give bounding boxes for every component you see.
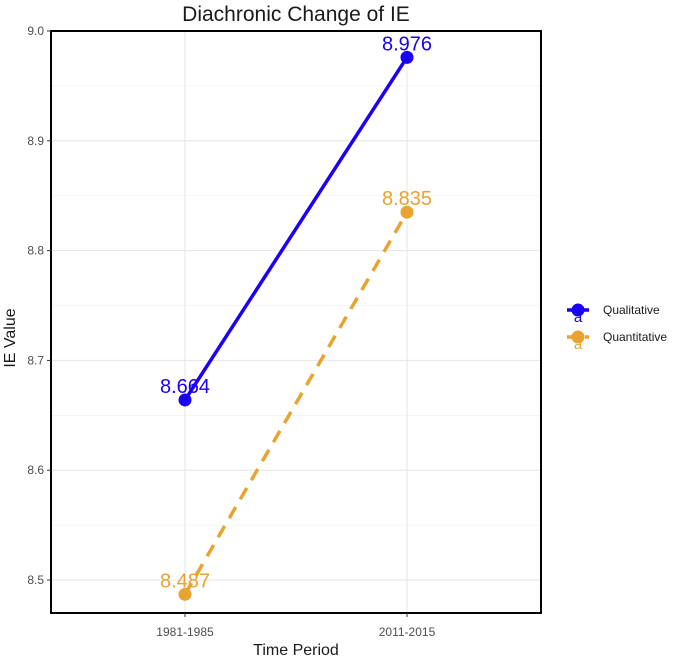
y-tick-label: 9.0 <box>27 24 44 38</box>
qualitative-data-label: 8.664 <box>160 376 210 398</box>
x-tick-label: 2011-2015 <box>379 625 436 639</box>
qualitative-data-label: 8.976 <box>382 33 432 55</box>
legend: a Qualitative a Quantitative <box>567 303 667 353</box>
qualitative-point <box>400 50 414 64</box>
series-layer: 8.664 8.976 8.487 8.835 <box>160 33 432 601</box>
qualitative-legend-key-point <box>571 303 585 317</box>
y-tick-label: 8.7 <box>27 353 44 367</box>
y-tick-label: 8.8 <box>27 244 44 258</box>
quantitative-series-line <box>183 211 409 596</box>
quantitative-legend-key-glyph: a <box>574 336 583 353</box>
chart-title: Diachronic Change of IE <box>182 3 410 26</box>
quantitative-point <box>400 205 414 219</box>
quantitative-legend-key-point <box>571 330 585 344</box>
qualitative-series-line <box>183 56 409 401</box>
quantitative-data-label: 8.487 <box>160 570 210 592</box>
x-tick-label: 1981-1985 <box>156 625 214 639</box>
y-axis-ticks: 8.5 8.6 8.7 8.8 8.9 9.0 <box>27 24 51 587</box>
plot-border <box>50 30 542 614</box>
x-axis-title: Time Period <box>253 642 339 659</box>
qualitative-legend-key-glyph: a <box>574 309 583 326</box>
qualitative-legend-label: Qualitative <box>603 303 660 317</box>
quantitative-data-label: 8.835 <box>382 188 432 210</box>
y-tick-label: 8.9 <box>27 134 44 148</box>
quantitative-legend-label: Quantitative <box>603 330 667 344</box>
qualitative-point <box>178 393 192 407</box>
quantitative-point <box>178 587 192 601</box>
y-tick-label: 8.6 <box>27 463 44 477</box>
x-axis-ticks: 1981-1985 2011-2015 <box>156 613 436 639</box>
y-axis-title: IE Value <box>2 308 19 367</box>
y-tick-label: 8.5 <box>27 573 44 587</box>
grid <box>51 30 541 613</box>
